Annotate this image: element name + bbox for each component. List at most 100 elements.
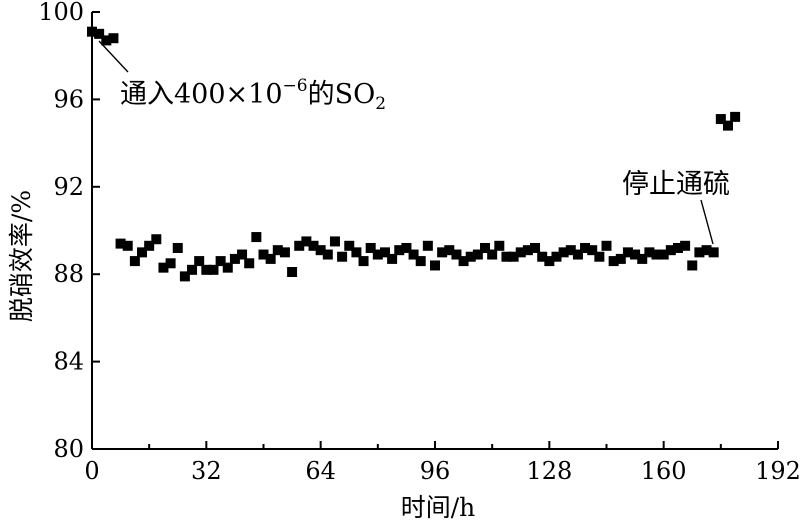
data-point [558,247,569,258]
data-point [722,120,733,131]
data-point [329,236,340,247]
data-point [408,249,419,260]
data-point [680,240,691,251]
y-axis-label: 脱硝效率/% [7,190,36,322]
data-point [501,251,512,262]
data-points [87,26,741,282]
data-point [687,260,698,271]
data-point [415,256,426,267]
data-point [637,253,648,264]
data-point [144,240,155,251]
data-point [172,242,183,253]
data-point [572,249,583,260]
data-point [551,251,562,262]
data-point [587,245,598,256]
data-point [544,256,555,267]
annotation-so2-rest: 的SO [308,79,376,110]
data-point [494,240,505,251]
data-point [372,249,383,260]
annotation-so2-sub: 2 [375,94,386,114]
annotation-so2-text: 通入400×10−6的SO2 [120,76,386,114]
data-point [244,258,255,269]
data-point [379,247,390,258]
data-point [672,242,683,253]
data-point [358,256,369,267]
data-point [537,251,548,262]
data-point [651,249,662,260]
x-tick-label: 0 [84,457,99,485]
y-tick-label: 84 [53,348,84,376]
data-point [451,249,462,260]
data-point [208,264,219,275]
annotation-stop-leader [700,199,714,245]
x-tick-label: 192 [755,457,800,485]
data-point [108,33,119,44]
data-point [472,249,483,260]
data-point [530,242,541,253]
data-point [251,232,262,243]
y-tick-label: 100 [38,0,84,26]
data-point [708,247,719,258]
data-point [665,245,676,256]
y-tick-label: 88 [53,260,84,288]
annotation-stop: 停止通硫 [622,169,730,245]
data-point [258,249,269,260]
data-point [287,267,298,278]
data-point [187,264,198,275]
data-point [194,256,205,267]
data-point [458,256,469,267]
x-tick-label: 96 [420,457,451,485]
data-point [301,236,312,247]
data-point [365,242,376,253]
data-point [222,262,233,273]
data-point [87,26,97,37]
data-point [122,240,133,251]
data-point [644,247,655,258]
data-point [115,238,126,249]
y-tick-label: 96 [53,85,84,113]
data-point [515,247,526,258]
data-point [308,240,319,251]
x-tick-label: 32 [191,457,222,485]
data-point [337,251,348,262]
data-point [151,234,162,245]
data-point [658,249,669,260]
data-point [94,28,105,39]
data-point [394,245,405,256]
data-point [608,256,619,267]
data-point [387,253,398,264]
data-point [444,245,455,256]
data-point [129,256,140,267]
data-point [622,247,633,258]
x-tick-label: 64 [305,457,336,485]
data-point [694,247,705,258]
y-ticks: 80 84 88 92 96 100 [38,0,100,463]
data-point [487,249,498,260]
data-point [430,260,440,271]
annotation-so2-sup: −6 [283,76,308,96]
data-point [594,251,605,262]
data-point [701,245,712,256]
data-point [630,249,641,260]
data-point [201,264,212,275]
data-point [522,245,533,256]
data-point [265,253,276,264]
annotation-so2-leader [98,40,129,73]
data-point [237,249,248,260]
data-point [344,240,355,251]
data-point [215,256,226,267]
data-point [294,240,305,251]
x-tick-label: 128 [526,457,572,485]
data-point [615,253,626,264]
x-ticks: 0 32 64 96 128 160 192 [84,441,800,485]
data-point [565,245,576,256]
data-point [508,251,519,262]
annotation-stop-text: 停止通硫 [622,169,730,200]
data-point [480,242,491,253]
data-point [715,114,726,125]
x-axis-label: 时间/h [401,493,476,522]
y-tick-label: 80 [53,435,84,463]
data-point [465,251,476,262]
data-point [165,258,176,269]
